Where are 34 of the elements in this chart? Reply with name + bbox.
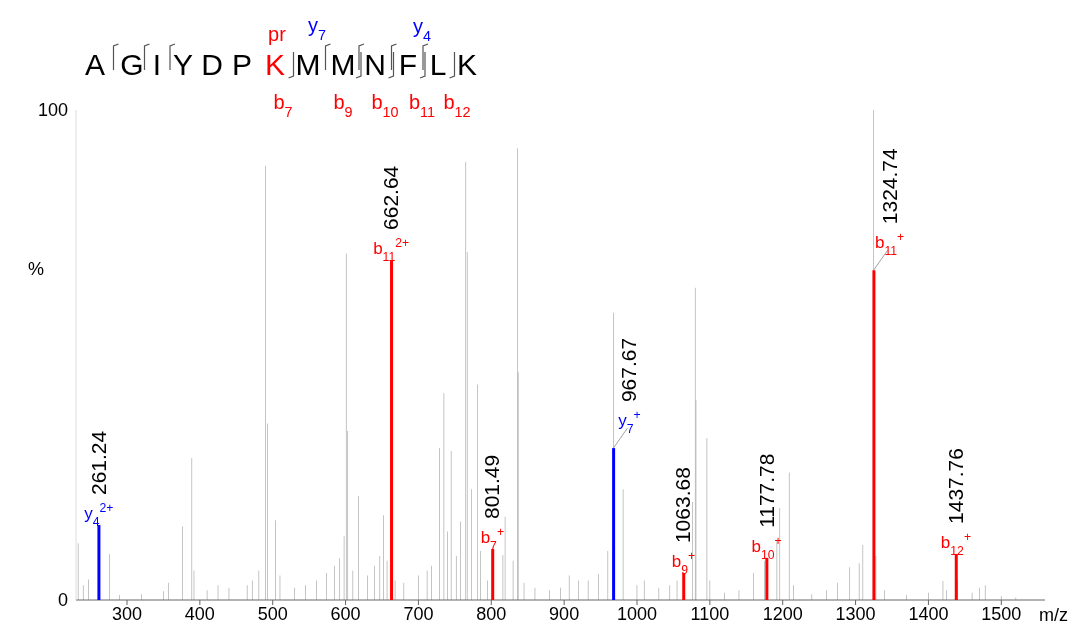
text: A G I Y D P K M M N F L K [84,48,478,81]
annotation: 967.67 [617,337,641,403]
x-tick-label: 1100 [690,603,730,624]
x-tick-label: 400 [184,603,215,624]
text: y$_{7}$ [307,14,327,43]
annotation: b$_{9}$ [333,91,353,120]
annotation: 1437.76 [943,448,967,524]
x-tick-label: 300 [111,603,143,624]
x-tick-label: 1300 [835,603,876,624]
x-tick-label: 1000 [616,603,658,624]
x-tick-label: 1200 [762,603,803,624]
text: pr [268,23,287,45]
x-tick-label: 1400 [908,603,949,624]
annotation: 261.24 [86,430,110,496]
x-tick-label: 700 [403,603,434,624]
annotation: b$_{11}$ [408,91,436,120]
annotation: b$_{12}$ [443,91,471,120]
annotation: 801.49 [480,454,504,520]
annotation: 662.64 [379,165,403,230]
y-axis-title: % [27,259,45,279]
x-axis-title: m/z [1039,605,1068,625]
annotation: 1177.78 [754,453,778,528]
annotation: 1063.68 [671,467,695,544]
x-tick-label: 500 [257,603,288,624]
x-tick-label: 1500 [981,603,1022,624]
y-tick-label: 0 [57,590,68,611]
text: y$_{4}$ [412,15,432,44]
x-tick-label: 800 [476,603,507,624]
y-tick-label: 100 [37,100,68,121]
x-tick-label: 900 [549,603,580,624]
annotation: b$_{10}$ [371,91,399,120]
x-tick-label: 600 [330,603,361,624]
annotation: 1324.74 [877,148,901,225]
annotation: b$_{7}$ [273,91,293,120]
